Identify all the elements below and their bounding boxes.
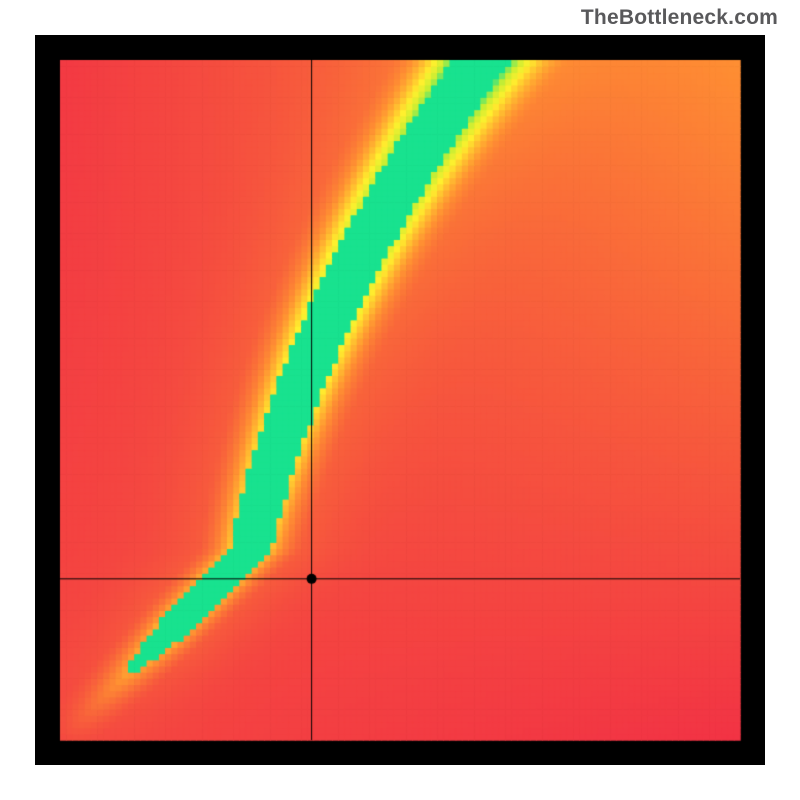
attribution-label: TheBottleneck.com: [581, 6, 778, 30]
heatmap-canvas: [35, 35, 765, 765]
heatmap-plot: [35, 35, 765, 765]
